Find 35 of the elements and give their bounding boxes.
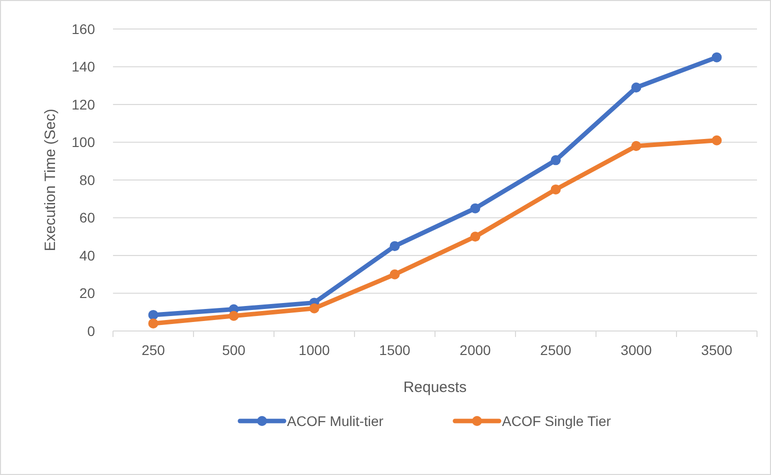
point <box>390 269 400 280</box>
point <box>712 52 722 62</box>
point <box>148 310 158 320</box>
y-tick-label: 140 <box>72 58 96 75</box>
point <box>228 310 239 321</box>
x-tick-label: 500 <box>222 342 246 358</box>
legend-label: ACOF Single Tier <box>502 412 612 429</box>
x-tick-label: 2000 <box>460 342 492 358</box>
x-tick-label: 3000 <box>620 342 652 358</box>
point <box>148 318 158 328</box>
point <box>631 141 642 152</box>
y-tick-label: 160 <box>72 20 96 37</box>
y-tick-label: 60 <box>79 210 96 226</box>
point <box>550 184 561 194</box>
point <box>712 135 722 146</box>
x-tick-label: 3500 <box>701 342 733 358</box>
point <box>550 155 561 166</box>
point <box>470 203 480 214</box>
point <box>309 303 320 314</box>
y-axis-title: Execution Time (Sec) <box>42 108 59 252</box>
y-tick-label: 80 <box>79 172 96 188</box>
legend-label: ACOF Mulit-tier <box>287 412 384 429</box>
x-tick-label: 1000 <box>298 342 330 358</box>
y-tick-label: 120 <box>72 96 96 112</box>
x-tick-label: 1500 <box>379 342 411 358</box>
x-tick-label: 2500 <box>540 342 572 358</box>
point <box>470 232 480 242</box>
y-tick-label: 20 <box>79 285 96 302</box>
y-tick-label: 100 <box>72 134 96 150</box>
y-tick-label: 40 <box>79 247 96 264</box>
point <box>390 241 400 252</box>
x-axis-title: Requests <box>403 379 467 396</box>
x-tick-label: 250 <box>142 342 166 358</box>
point <box>631 82 642 93</box>
y-tick-label: 0 <box>87 322 96 339</box>
